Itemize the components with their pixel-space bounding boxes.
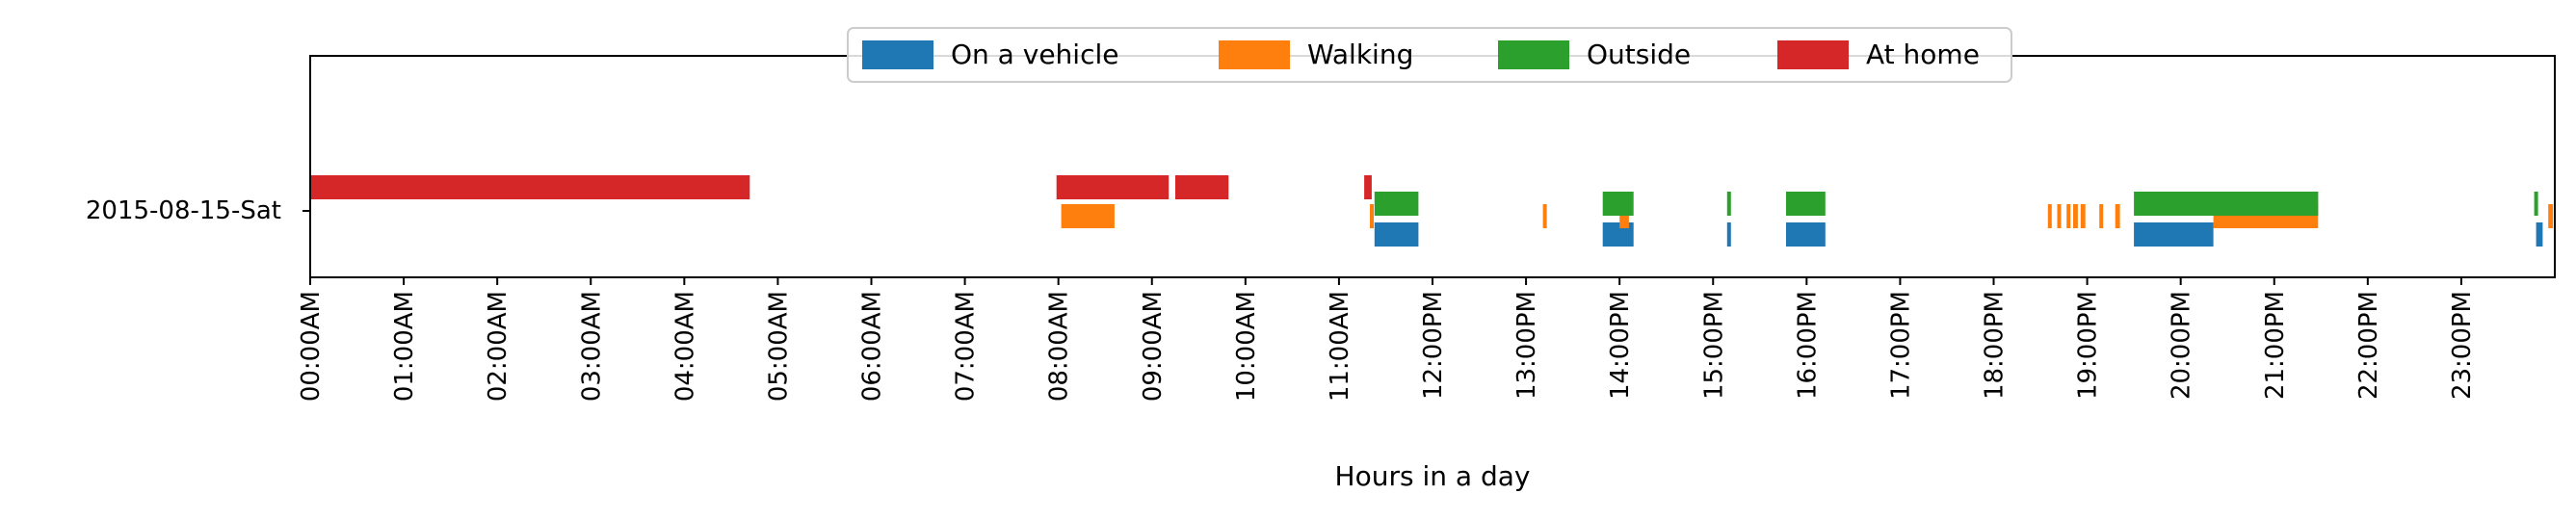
bar-walking-7 <box>2073 204 2078 228</box>
x-tick-label: 23:00PM <box>2448 291 2477 400</box>
bar-outside-4 <box>2134 192 2319 216</box>
bar-on-a-vehicle-0 <box>1374 222 1419 247</box>
plot-frame <box>309 55 2556 278</box>
bar-walking-1 <box>1370 204 1374 228</box>
x-tick-label: 14:00PM <box>1606 291 1635 400</box>
x-axis-ticks: 00:00AM 01:00AM 02:00AM 03:00AM 04:00AM 05:00… <box>297 277 2477 402</box>
x-tick-label: 16:00PM <box>1793 291 1822 400</box>
bars-layer <box>310 175 2554 247</box>
bar-walking-4 <box>2047 204 2052 228</box>
x-tick-label: 01:00AM <box>390 291 419 402</box>
legend-swatch <box>1219 40 1290 69</box>
bar-outside-2 <box>1726 192 1731 216</box>
bar-on-a-vehicle-4 <box>2134 222 2214 247</box>
x-axis-label: Hours in a day <box>1335 460 1531 492</box>
y-tick-label: 2015-08-15-Sat <box>86 196 281 225</box>
bar-outside-5 <box>2534 192 2538 216</box>
x-tick-label: 03:00AM <box>577 291 606 402</box>
x-tick-label: 07:00AM <box>952 291 981 402</box>
x-tick-label: 04:00AM <box>670 291 699 402</box>
x-tick-label: 20:00PM <box>2168 291 2196 400</box>
bar-walking-3 <box>1619 204 1629 228</box>
bar-at-home-1 <box>1056 175 1170 199</box>
bar-walking-9 <box>2099 204 2104 228</box>
legend-box <box>847 27 2012 83</box>
bar-on-a-vehicle-3 <box>1786 222 1826 247</box>
legend-label: Walking <box>1307 39 1413 70</box>
x-tick-label: 18:00PM <box>1981 291 2010 400</box>
x-tick-label: 11:00AM <box>1326 291 1354 402</box>
bar-outside-3 <box>1786 192 1826 216</box>
legend-swatch <box>1498 40 1569 69</box>
legend-swatch <box>862 40 933 69</box>
bar-on-a-vehicle-5 <box>2536 222 2543 247</box>
bar-at-home-3 <box>1364 175 1372 199</box>
x-tick-label: 21:00PM <box>2261 291 2290 400</box>
bar-walking-0 <box>1061 204 1115 228</box>
bar-walking-8 <box>2080 204 2086 228</box>
legend-items: On a vehicle Walking Outside At home <box>862 39 1980 70</box>
bar-at-home-2 <box>1175 175 1229 199</box>
x-tick-label: 15:00PM <box>1699 291 1728 400</box>
x-tick-label: 22:00PM <box>2354 291 2383 400</box>
x-tick-label: 00:00AM <box>297 291 326 402</box>
bar-on-a-vehicle-2 <box>1726 222 1731 247</box>
legend: On a vehicle Walking Outside At home <box>847 27 2012 83</box>
x-tick-label: 05:00AM <box>764 291 793 402</box>
bar-walking-6 <box>2066 204 2071 228</box>
x-tick-label: 12:00PM <box>1419 291 1448 400</box>
x-tick-label: 17:00PM <box>1886 291 1915 400</box>
bar-walking-12 <box>2548 204 2554 228</box>
legend-label: At home <box>1866 39 1980 70</box>
bar-at-home-0 <box>310 175 750 199</box>
bar-outside-1 <box>1602 192 1634 216</box>
bar-walking-2 <box>1542 204 1547 228</box>
x-tick-label: 13:00PM <box>1512 291 1541 400</box>
bar-walking-10 <box>2115 204 2120 228</box>
legend-label: Outside <box>1587 39 1691 70</box>
x-tick-label: 08:00AM <box>1045 291 1074 402</box>
bar-outside-0 <box>1374 192 1419 216</box>
x-tick-label: 02:00AM <box>484 291 513 402</box>
x-tick-label: 06:00AM <box>858 291 887 402</box>
bar-walking-5 <box>2057 204 2062 228</box>
legend-swatch <box>1777 40 1849 69</box>
x-tick-label: 09:00AM <box>1139 291 1168 402</box>
x-tick-label: 19:00PM <box>2074 291 2103 400</box>
legend-label: On a vehicle <box>951 39 1118 70</box>
x-tick-label: 10:00AM <box>1232 291 1261 402</box>
